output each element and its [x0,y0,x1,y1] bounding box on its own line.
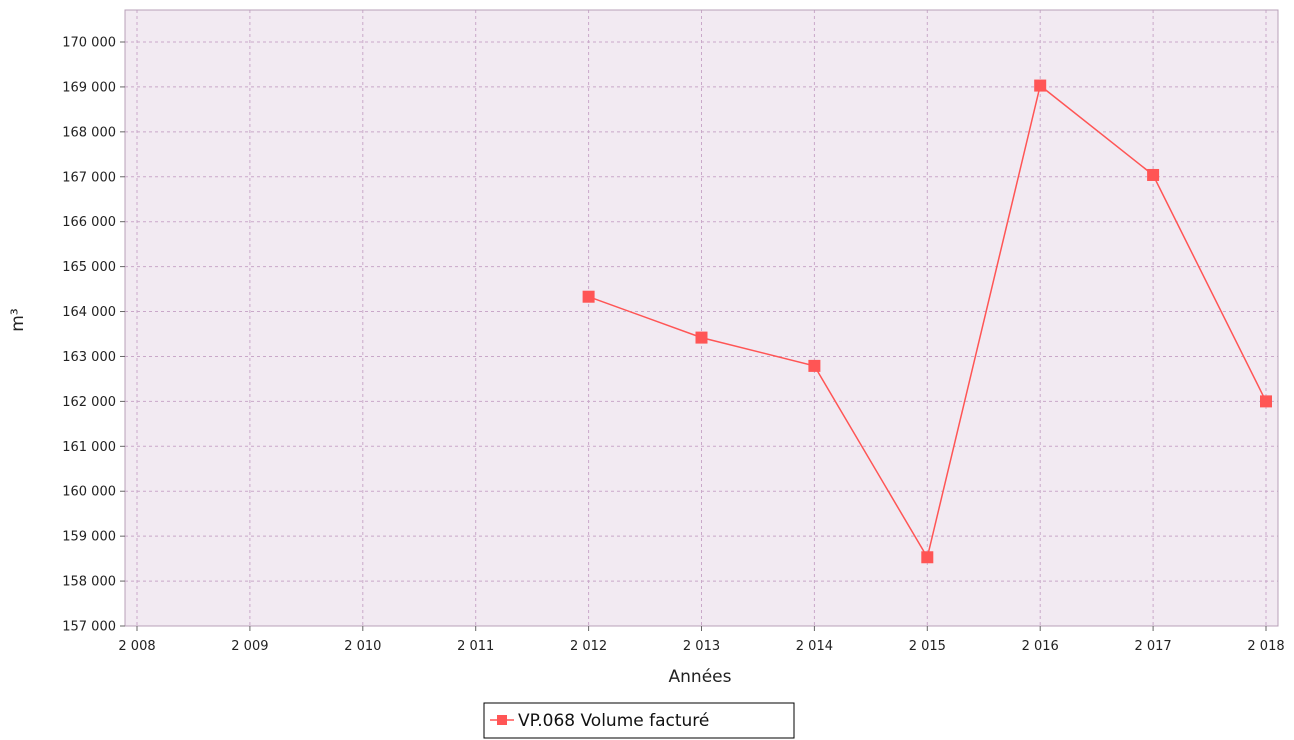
data-point-marker [582,290,595,303]
x-tick-label: 2 011 [457,639,494,654]
legend-label: VP.068 Volume facturé [518,711,709,731]
y-tick-label: 170 000 [62,36,116,51]
x-tick-label: 2 013 [683,639,720,654]
x-axis-title: Années [669,667,732,687]
x-tick-label: 2 010 [344,639,381,654]
y-tick-label: 169 000 [62,80,116,95]
x-tick-label: 2 015 [909,639,946,654]
x-tick-label: 2 014 [796,639,833,654]
y-tick-label: 165 000 [62,260,116,275]
y-tick-label: 164 000 [62,305,116,320]
x-tick-label: 2 016 [1022,639,1059,654]
x-axis: 2 008 2 009 2 010 2 011 2 012 2 013 2 014 2 015… [118,626,1285,654]
data-point-marker [1147,168,1160,181]
legend-box [483,702,795,739]
x-tick-label: 2 017 [1134,639,1171,654]
y-tick-label: 157 000 [62,620,116,635]
x-tick-label: 2 018 [1247,639,1284,654]
y-tick-label: 168 000 [62,125,116,140]
y-tick-label: 162 000 [62,395,116,410]
legend: VP.068 Volume facturé [483,702,795,739]
data-point-marker [1260,395,1272,408]
y-tick-label: 167 000 [62,170,116,185]
y-axis: 157 000 158 000 159 000 160 000 161 000 162 0… [62,36,125,635]
y-tick-label: 160 000 [62,485,116,500]
y-axis-title: m³ [8,308,28,331]
data-point-marker [1034,79,1047,92]
data-point-marker [695,331,708,344]
legend-marker-icon [497,715,507,725]
x-tick-label: 2 009 [231,639,268,654]
y-tick-label: 161 000 [62,440,116,455]
x-tick-label: 2 012 [570,639,607,654]
x-tick-label: 2 008 [118,639,155,654]
y-tick-label: 158 000 [62,575,116,590]
grid [125,10,1278,627]
data-point-marker [921,551,934,564]
y-tick-label: 163 000 [62,350,116,365]
y-tick-label: 159 000 [62,530,116,545]
y-tick-label: 166 000 [62,215,116,230]
data-point-marker [808,359,821,372]
series-layer [582,79,1272,564]
